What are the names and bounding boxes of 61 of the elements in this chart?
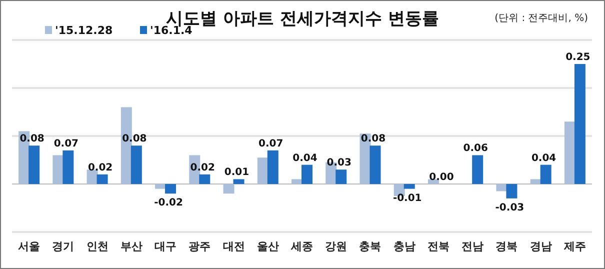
x-tick-label: 강원 — [325, 240, 348, 253]
bar — [165, 184, 176, 194]
data-label: 0.04 — [292, 152, 318, 164]
x-tick-label: 전남 — [462, 240, 484, 253]
data-label: 0.00 — [429, 172, 454, 183]
x-tick-label: 제주 — [562, 240, 586, 253]
text: (단위 : 전주대비, %) — [494, 13, 588, 24]
x-tick-label: 서울 — [18, 240, 40, 253]
data-label: 0.03 — [326, 158, 352, 169]
bar — [267, 150, 278, 184]
bar — [336, 170, 347, 184]
bar — [574, 64, 586, 184]
bar — [223, 184, 234, 194]
data-label: 0.08 — [360, 134, 386, 145]
bar — [52, 155, 64, 184]
data-label: -0.03 — [495, 202, 524, 214]
x-tick-label: 경남 — [530, 240, 552, 253]
bar — [199, 174, 210, 184]
data-label: 0.02 — [190, 162, 216, 174]
x-tick-label: 경기 — [52, 240, 74, 253]
bar — [530, 179, 542, 184]
legend-label: '16.1.4 — [150, 24, 193, 37]
x-tick-label: 광주 — [188, 240, 211, 253]
bar — [130, 146, 142, 184]
x-tick-label: 충남 — [393, 240, 416, 253]
x-tick-label: 전북 — [427, 240, 450, 253]
x-tick-label: 대구 — [154, 240, 177, 253]
x-tick-label: 부산 — [120, 240, 142, 253]
x-tick-label: 울산 — [256, 240, 279, 253]
data-label: 0.02 — [88, 162, 113, 174]
data-label: 0.08 — [122, 134, 147, 145]
bar — [257, 158, 268, 184]
x-tick-label: 대전 — [222, 240, 245, 253]
data-label: 0.04 — [531, 152, 556, 164]
data-label: 0.07 — [258, 138, 284, 150]
data-label: 0.07 — [54, 138, 79, 150]
data-label: -0.02 — [154, 198, 183, 209]
data-label: 0.06 — [463, 143, 488, 154]
bar — [28, 146, 40, 184]
x-tick-label: 세종 — [290, 240, 313, 253]
bar — [86, 170, 98, 184]
bar — [472, 155, 484, 184]
bar — [292, 179, 302, 184]
data-label: 0.25 — [566, 52, 590, 63]
bar — [302, 164, 312, 184]
x-tick-label: 인천 — [86, 240, 108, 253]
bar — [62, 150, 74, 184]
bar — [96, 174, 108, 184]
bar — [155, 184, 166, 189]
x-tick-label: 경북 — [496, 240, 518, 253]
bar — [404, 184, 415, 189]
bar — [370, 146, 381, 184]
bar — [564, 122, 576, 184]
data-label: 0.01 — [224, 167, 250, 178]
bar — [233, 179, 244, 184]
x-tick-label: 충북 — [359, 240, 382, 253]
bar — [540, 164, 552, 184]
bar — [506, 184, 518, 198]
bar — [428, 179, 439, 184]
data-label: 0.08 — [20, 134, 44, 145]
data-label: -0.01 — [392, 192, 422, 204]
